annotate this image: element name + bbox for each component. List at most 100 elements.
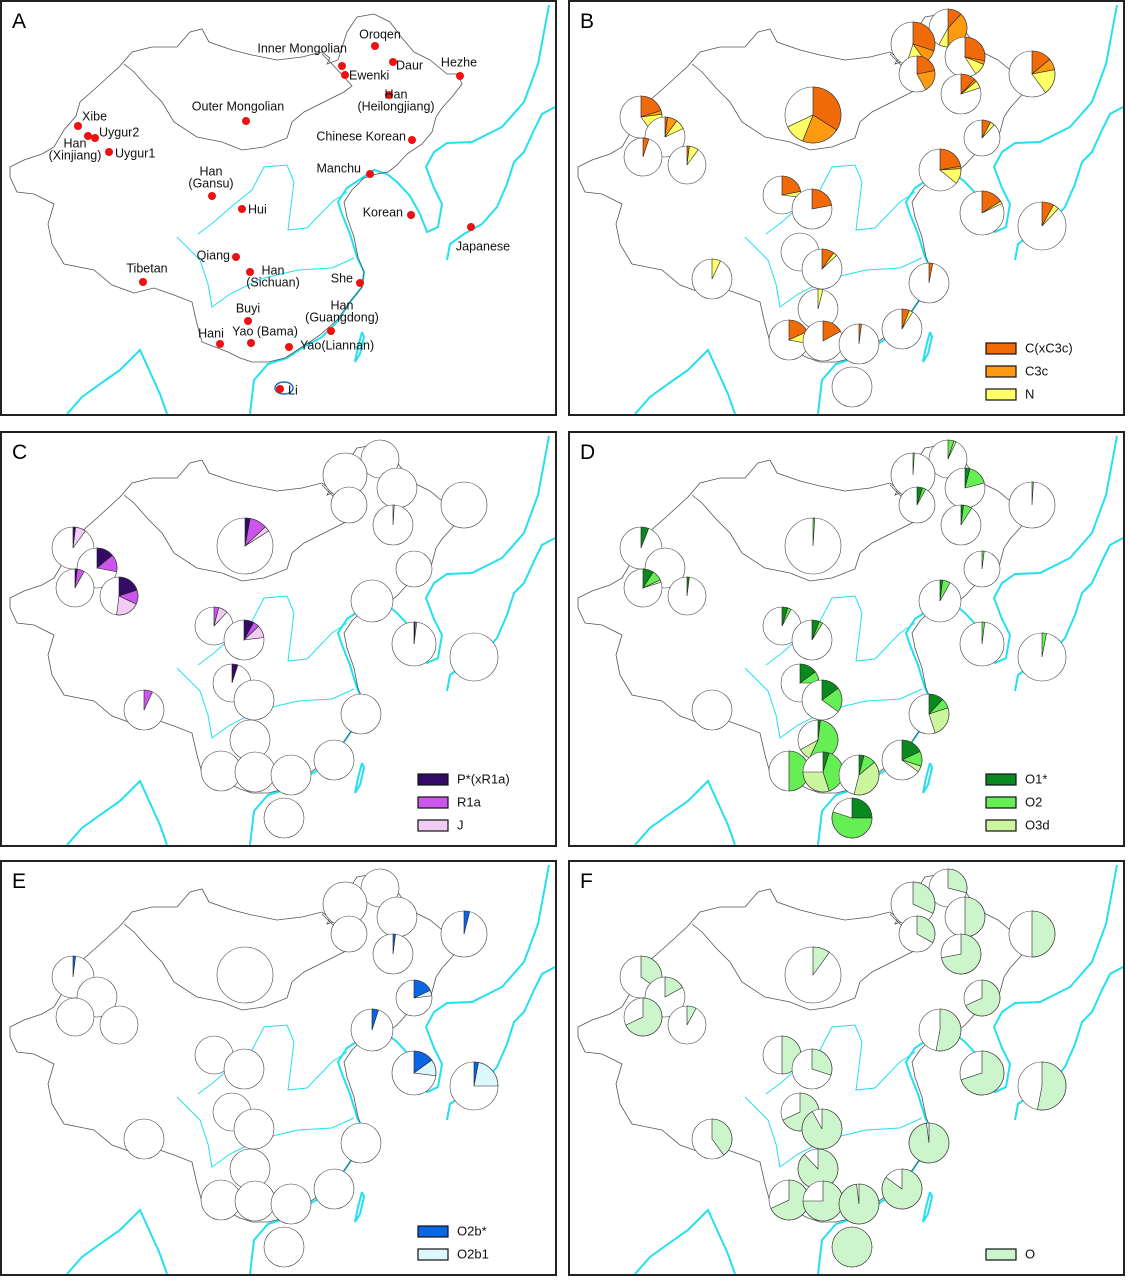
pie-background	[361, 869, 399, 907]
pie-outline	[791, 1048, 833, 1090]
population-pie	[372, 933, 414, 975]
pie-outline	[831, 797, 873, 839]
pie-outline	[340, 693, 382, 735]
site-marker: Daur	[389, 58, 423, 72]
panel-e-pie-map: E O2b* O2b1	[0, 860, 557, 1276]
population-pie	[890, 881, 936, 927]
site-marker: Qiang	[197, 248, 240, 262]
population-pie	[691, 258, 733, 300]
panel-letter: C	[12, 441, 27, 464]
pie-background	[450, 633, 498, 681]
site-label: Ewenki	[349, 68, 389, 82]
pie-outline	[898, 55, 936, 93]
pie-outline	[99, 1005, 139, 1045]
coastline	[922, 762, 934, 794]
site-label: Uygur2	[99, 125, 139, 139]
population-pie	[372, 504, 414, 546]
population-pie	[944, 36, 986, 78]
pie-outline	[644, 547, 686, 589]
china-border	[9, 13, 463, 363]
pie-outline	[791, 188, 833, 230]
population-pie	[831, 1226, 873, 1268]
pie-background	[201, 1180, 241, 1220]
legend-label: O2b1	[457, 1246, 489, 1261]
population-pie	[330, 915, 368, 953]
population-pie	[908, 262, 950, 304]
site-marker: Japanese	[456, 223, 510, 253]
population-pie	[940, 504, 982, 546]
site-label: Buyi	[236, 301, 260, 315]
population-pie	[623, 568, 663, 608]
legend-label: C(xC3c)	[1025, 340, 1073, 355]
pie-background	[832, 367, 872, 407]
population-pie	[881, 739, 923, 781]
panel-letter: B	[580, 10, 594, 33]
pie-outline	[801, 679, 843, 721]
panel-letter: F	[580, 870, 593, 893]
pie-outline	[395, 979, 433, 1017]
legend-label: O2b*	[457, 1223, 487, 1238]
coastline	[634, 1208, 736, 1274]
pie-outline	[313, 1168, 355, 1210]
legend: P*(xR1a) R1a J	[417, 771, 510, 832]
map-b: B C(xC3c) C3c N	[577, 4, 1123, 414]
legend-swatch	[417, 796, 449, 809]
pie-background	[323, 882, 367, 926]
site-dot	[285, 343, 293, 351]
pie-outline	[644, 976, 686, 1018]
panel-a-sampling-map: A Oroqen Inner Mongolian Daur Ewenki Hezhe Han…	[0, 0, 557, 416]
site-label: She	[331, 271, 353, 285]
legend-swatch	[417, 1248, 449, 1261]
site-marker: Yao(Liannan)	[285, 338, 374, 352]
population-pie	[838, 323, 880, 365]
population-pie	[223, 619, 265, 661]
pie-outline	[623, 568, 663, 608]
pie-background	[234, 1109, 274, 1149]
population-pie	[898, 915, 936, 953]
pie-background	[441, 482, 487, 528]
population-pie	[223, 1048, 265, 1090]
pie-background	[271, 1184, 311, 1224]
population-pie	[959, 621, 1005, 667]
population-pie	[330, 486, 368, 524]
pie-outline	[644, 116, 686, 158]
pie-background	[195, 1036, 233, 1074]
population-pie	[838, 754, 880, 796]
pie-background	[235, 1181, 275, 1221]
pie-outline	[838, 754, 880, 796]
pie-outline	[123, 689, 165, 731]
pie-background	[323, 453, 367, 497]
pie-background	[201, 751, 241, 791]
pie-background	[264, 798, 304, 838]
pie-background	[361, 440, 399, 478]
population-pie	[791, 188, 833, 230]
legend-swatch	[985, 365, 1017, 378]
population-pie	[667, 145, 707, 185]
river	[176, 667, 355, 739]
pie-outline	[691, 689, 733, 731]
population-pie	[797, 1148, 839, 1190]
population-pie	[928, 439, 968, 479]
pie-outline	[963, 119, 1001, 157]
site-label: Li	[288, 383, 298, 397]
pie-outline	[838, 323, 880, 365]
population-pie	[623, 137, 663, 177]
site-dot	[371, 42, 379, 50]
pie-outline	[313, 739, 355, 781]
population-pie	[1008, 481, 1056, 529]
population-pie	[123, 1118, 165, 1160]
site-label: Oroqen	[359, 27, 401, 41]
pie-outline	[330, 915, 368, 953]
pie-outline	[623, 137, 663, 177]
site-marker: Yao (Bama)	[232, 324, 298, 347]
population-pie	[340, 1122, 382, 1164]
pie-background	[235, 752, 275, 792]
site-dot	[327, 327, 335, 335]
site-dot	[385, 91, 393, 99]
population-pie	[963, 979, 1001, 1017]
site-marker: Oroqen	[359, 27, 401, 50]
river	[744, 667, 923, 739]
site-dot	[91, 134, 99, 142]
site-label: (Guangdong)	[305, 310, 379, 324]
pie-outline	[270, 754, 312, 796]
